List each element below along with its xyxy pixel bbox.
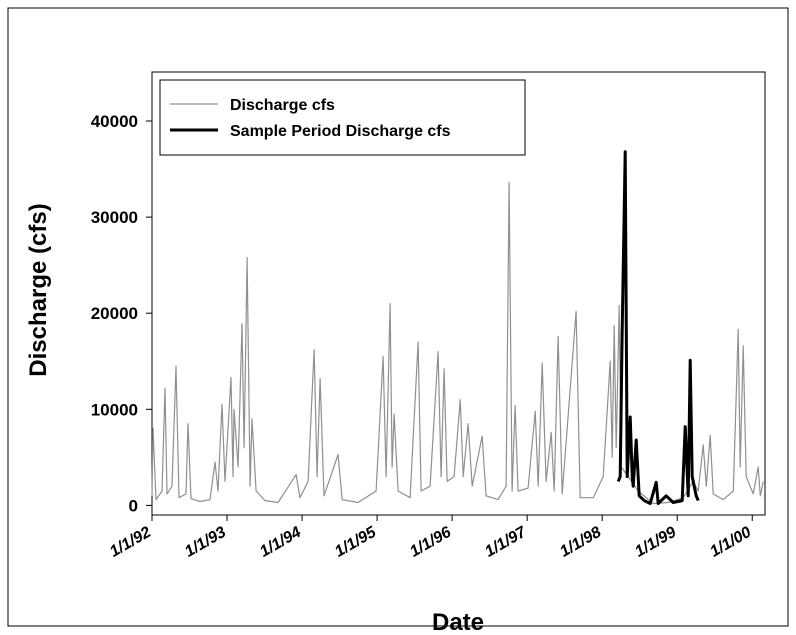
series-line (151, 181, 764, 505)
y-tick-label: 40000 (91, 112, 138, 131)
x-tick-label: 1/1/94 (257, 524, 304, 561)
y-tick-label: 0 (129, 496, 138, 515)
legend-label: Sample Period Discharge cfs (230, 123, 451, 140)
x-tick-label: 1/1/93 (182, 524, 229, 561)
legend-label: Discharge cfs (230, 97, 335, 114)
x-tick-label: 1/1/99 (632, 524, 679, 561)
x-tick-label: 1/1/95 (332, 523, 380, 561)
series-line (616, 150, 700, 505)
x-tick-label: 1/1/96 (407, 524, 454, 561)
legend-box (159, 79, 526, 156)
x-tick-label: 1/1/92 (107, 524, 154, 561)
y-tick-label: 10000 (91, 400, 138, 419)
figure-border (7, 7, 789, 627)
y-axis-label: Discharge (cfs) (25, 203, 52, 376)
plot-frame (151, 71, 766, 516)
x-tick-label: 1/1/97 (482, 523, 530, 561)
y-tick-label: 30000 (91, 208, 138, 227)
x-axis-label: Date (432, 609, 484, 635)
x-tick-label: 1/1/00 (707, 524, 754, 561)
y-tick-label: 20000 (91, 304, 138, 323)
x-tick-label: 1/1/98 (557, 524, 604, 561)
